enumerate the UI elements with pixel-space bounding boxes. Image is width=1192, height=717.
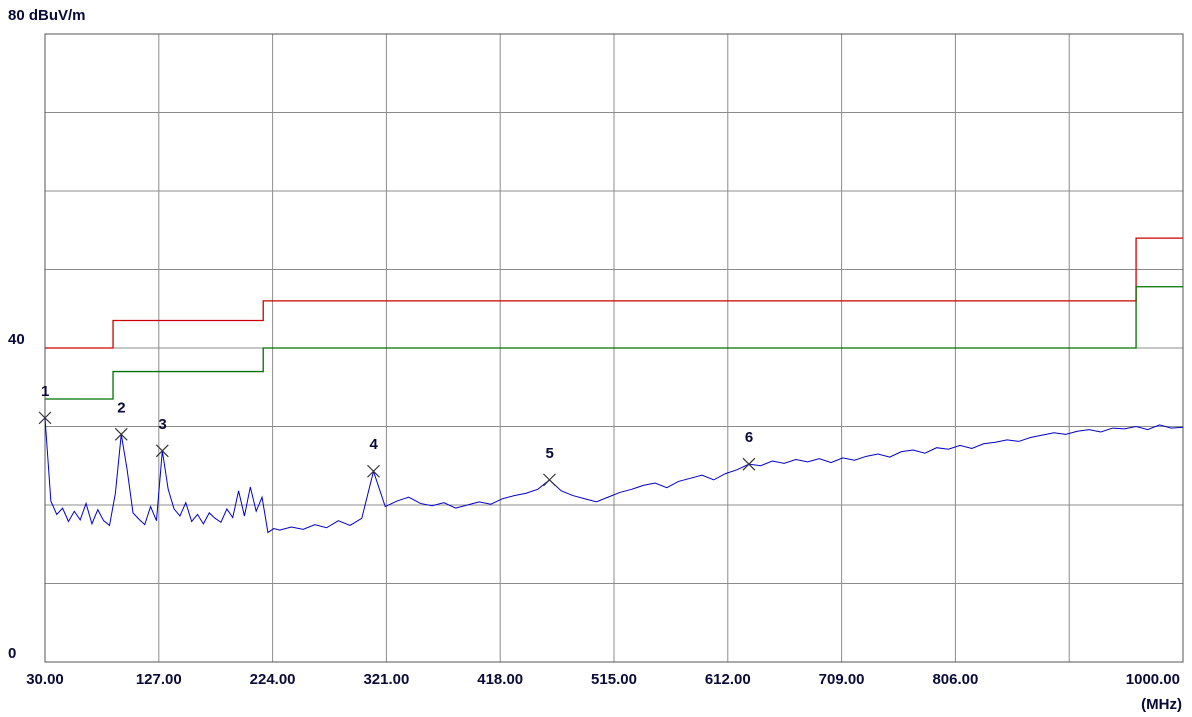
marker-label: 1 bbox=[41, 383, 49, 400]
marker-label: 3 bbox=[158, 416, 166, 433]
marker bbox=[543, 473, 556, 487]
trace-line bbox=[44, 417, 1184, 534]
y-axis-label: 80 dBuV/m bbox=[8, 7, 86, 24]
marker bbox=[742, 457, 756, 471]
marker-label: 5 bbox=[545, 445, 553, 462]
marker bbox=[367, 464, 380, 478]
marker bbox=[38, 411, 52, 425]
marker bbox=[114, 427, 128, 441]
x-tick-label: 515.00 bbox=[591, 671, 637, 688]
x-tick-label: 612.00 bbox=[705, 671, 751, 688]
x-tick-label: 224.00 bbox=[250, 671, 296, 688]
y-tick-label: 40 bbox=[8, 331, 25, 348]
x-axis-label: (MHz) bbox=[1141, 696, 1182, 713]
x-tick-label: 418.00 bbox=[477, 671, 523, 688]
y-tick-label: 0 bbox=[8, 645, 16, 662]
x-tick-label: 1000.00 bbox=[1126, 671, 1180, 688]
marker bbox=[155, 444, 169, 458]
x-tick-label: 321.00 bbox=[363, 671, 409, 688]
marker-label: 2 bbox=[117, 399, 125, 416]
marker-label: 4 bbox=[369, 436, 378, 453]
x-tick-label: 127.00 bbox=[136, 671, 182, 688]
x-tick-label: 709.00 bbox=[819, 671, 865, 688]
marker-label: 6 bbox=[745, 429, 753, 446]
x-tick-label: 806.00 bbox=[932, 671, 978, 688]
x-tick-label: 30.00 bbox=[26, 671, 64, 688]
limit-line bbox=[45, 237, 1183, 349]
limit-line bbox=[45, 286, 1183, 400]
